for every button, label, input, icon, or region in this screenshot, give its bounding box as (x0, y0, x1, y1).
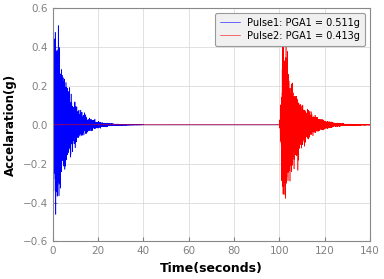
Pulse1: PGA1 = 0.511g: (140, 0): PGA1 = 0.511g: (140, 0) (367, 123, 372, 126)
Pulse2: PGA1 = 0.413g: (102, 0.413): PGA1 = 0.413g: (102, 0.413) (281, 43, 286, 46)
Pulse1: PGA1 = 0.511g: (28.8, -0.000864): PGA1 = 0.511g: (28.8, -0.000864) (116, 123, 120, 127)
Pulse2: PGA1 = 0.413g: (28.8, 0): PGA1 = 0.413g: (28.8, 0) (116, 123, 120, 126)
Pulse2: PGA1 = 0.413g: (91, 0): PGA1 = 0.413g: (91, 0) (257, 123, 261, 126)
Legend: Pulse1: PGA1 = 0.511g, Pulse2: PGA1 = 0.413g: Pulse1: PGA1 = 0.511g, Pulse2: PGA1 = 0.… (215, 13, 365, 46)
Pulse1: PGA1 = 0.511g: (17.5, 0.0233): PGA1 = 0.511g: (17.5, 0.0233) (90, 119, 95, 122)
Line: Pulse2: PGA1 = 0.413g: Pulse2: PGA1 = 0.413g (53, 45, 370, 198)
Pulse2: PGA1 = 0.413g: (15.5, 0): PGA1 = 0.413g: (15.5, 0) (86, 123, 90, 126)
Pulse2: PGA1 = 0.413g: (131, 0.00226): PGA1 = 0.413g: (131, 0.00226) (346, 123, 351, 126)
Pulse1: PGA1 = 0.511g: (0, 0): PGA1 = 0.511g: (0, 0) (51, 123, 55, 126)
Pulse2: PGA1 = 0.413g: (17.5, 0): PGA1 = 0.413g: (17.5, 0) (90, 123, 95, 126)
Pulse2: PGA1 = 0.413g: (140, 5.24e-05): PGA1 = 0.413g: (140, 5.24e-05) (367, 123, 372, 126)
Y-axis label: Accelaration(g): Accelaration(g) (4, 74, 17, 176)
Pulse1: PGA1 = 0.511g: (72, 0): PGA1 = 0.511g: (72, 0) (214, 123, 218, 126)
X-axis label: Time(seconds): Time(seconds) (160, 262, 263, 275)
Pulse1: PGA1 = 0.511g: (15.5, -0.00742): PGA1 = 0.511g: (15.5, -0.00742) (86, 124, 90, 128)
Pulse1: PGA1 = 0.511g: (1.31, -0.461): PGA1 = 0.511g: (1.31, -0.461) (53, 213, 58, 216)
Pulse2: PGA1 = 0.413g: (0, 0): PGA1 = 0.413g: (0, 0) (51, 123, 55, 126)
Pulse2: PGA1 = 0.413g: (72, 0): PGA1 = 0.413g: (72, 0) (214, 123, 218, 126)
Line: Pulse1: PGA1 = 0.511g: Pulse1: PGA1 = 0.511g (53, 25, 370, 215)
Pulse2: PGA1 = 0.413g: (103, -0.379): PGA1 = 0.413g: (103, -0.379) (283, 197, 288, 200)
Pulse1: PGA1 = 0.511g: (2.39, 0.511): PGA1 = 0.511g: (2.39, 0.511) (56, 24, 61, 27)
Pulse1: PGA1 = 0.511g: (91, 0): PGA1 = 0.511g: (91, 0) (257, 123, 261, 126)
Pulse1: PGA1 = 0.511g: (131, 0): PGA1 = 0.511g: (131, 0) (346, 123, 351, 126)
